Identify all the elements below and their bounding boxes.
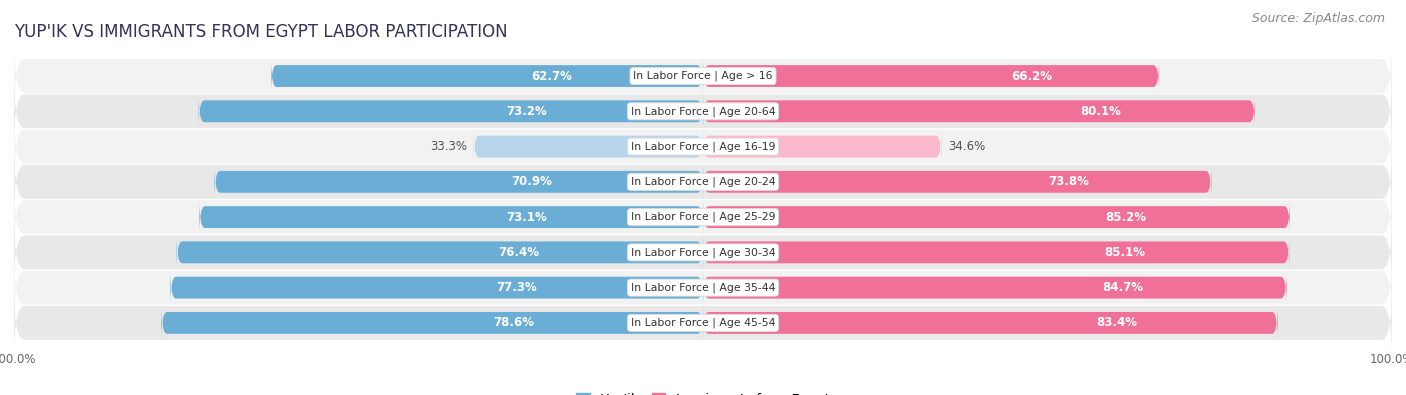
Text: 66.2%: 66.2% — [1011, 70, 1052, 83]
Text: 85.1%: 85.1% — [1105, 246, 1146, 259]
FancyBboxPatch shape — [703, 94, 1254, 129]
FancyBboxPatch shape — [14, 75, 1392, 147]
Text: In Labor Force | Age 25-29: In Labor Force | Age 25-29 — [631, 212, 775, 222]
Text: 76.4%: 76.4% — [498, 246, 540, 259]
FancyBboxPatch shape — [703, 165, 1212, 199]
Text: 70.9%: 70.9% — [512, 175, 553, 188]
FancyBboxPatch shape — [703, 200, 1289, 234]
Text: In Labor Force | Age > 16: In Labor Force | Age > 16 — [633, 71, 773, 81]
Text: In Labor Force | Age 30-34: In Labor Force | Age 30-34 — [631, 247, 775, 258]
Text: In Labor Force | Age 35-44: In Labor Force | Age 35-44 — [631, 282, 775, 293]
Text: 73.2%: 73.2% — [506, 105, 547, 118]
FancyBboxPatch shape — [14, 146, 1392, 218]
FancyBboxPatch shape — [14, 287, 1392, 359]
Text: In Labor Force | Age 45-54: In Labor Force | Age 45-54 — [631, 318, 775, 328]
FancyBboxPatch shape — [703, 59, 1159, 93]
FancyBboxPatch shape — [703, 235, 1289, 270]
Text: 84.7%: 84.7% — [1102, 281, 1143, 294]
Text: 33.3%: 33.3% — [430, 140, 467, 153]
Text: 62.7%: 62.7% — [531, 70, 572, 83]
Text: 85.2%: 85.2% — [1105, 211, 1146, 224]
Text: 83.4%: 83.4% — [1097, 316, 1137, 329]
FancyBboxPatch shape — [198, 94, 703, 129]
Text: In Labor Force | Age 16-19: In Labor Force | Age 16-19 — [631, 141, 775, 152]
Text: YUP'IK VS IMMIGRANTS FROM EGYPT LABOR PARTICIPATION: YUP'IK VS IMMIGRANTS FROM EGYPT LABOR PA… — [14, 23, 508, 41]
FancyBboxPatch shape — [162, 306, 703, 340]
FancyBboxPatch shape — [215, 165, 703, 199]
FancyBboxPatch shape — [14, 111, 1392, 182]
FancyBboxPatch shape — [14, 252, 1392, 324]
Legend: Yup'ik, Immigrants from Egypt: Yup'ik, Immigrants from Egypt — [576, 393, 830, 395]
FancyBboxPatch shape — [474, 129, 703, 164]
Text: 78.6%: 78.6% — [494, 316, 534, 329]
FancyBboxPatch shape — [177, 235, 703, 270]
FancyBboxPatch shape — [14, 181, 1392, 253]
FancyBboxPatch shape — [14, 216, 1392, 288]
Text: 73.1%: 73.1% — [506, 211, 547, 224]
Text: 34.6%: 34.6% — [948, 140, 986, 153]
FancyBboxPatch shape — [703, 129, 942, 164]
FancyBboxPatch shape — [703, 270, 1286, 305]
Text: 73.8%: 73.8% — [1049, 175, 1090, 188]
Text: In Labor Force | Age 20-24: In Labor Force | Age 20-24 — [631, 177, 775, 187]
FancyBboxPatch shape — [170, 270, 703, 305]
Text: In Labor Force | Age 20-64: In Labor Force | Age 20-64 — [631, 106, 775, 117]
FancyBboxPatch shape — [703, 306, 1278, 340]
FancyBboxPatch shape — [271, 59, 703, 93]
Text: 77.3%: 77.3% — [496, 281, 537, 294]
Text: 80.1%: 80.1% — [1080, 105, 1121, 118]
FancyBboxPatch shape — [200, 200, 703, 234]
FancyBboxPatch shape — [14, 40, 1392, 112]
Text: Source: ZipAtlas.com: Source: ZipAtlas.com — [1251, 12, 1385, 25]
